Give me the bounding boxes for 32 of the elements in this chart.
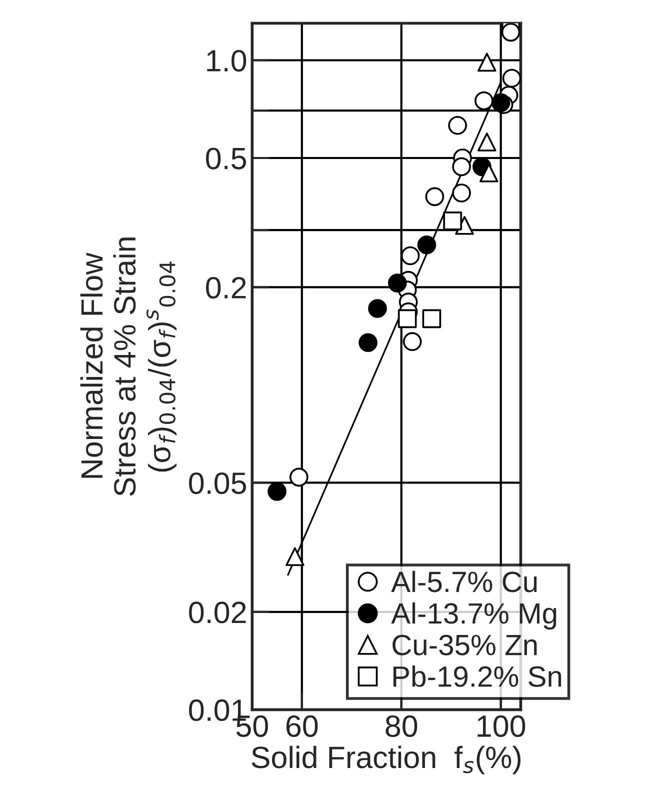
x-tick-label: 60 (286, 715, 318, 737)
x-tick-label: 100 (478, 715, 526, 737)
point (402, 332, 422, 352)
point (448, 116, 467, 135)
point (400, 246, 420, 266)
point (388, 274, 407, 292)
y-tick-label: 0.2 (206, 276, 246, 299)
point (358, 333, 378, 352)
point (425, 187, 444, 206)
y-tick-label: 0.02 (189, 602, 246, 624)
y-tick-label: 0.5 (206, 148, 246, 170)
point (398, 309, 417, 328)
point (422, 309, 442, 328)
y-tick-label: 1.0 (207, 50, 246, 72)
point (452, 157, 471, 176)
x-axis-title: Solid Fraction f$_{s}$(%) (252, 746, 520, 774)
point (268, 482, 286, 501)
legend-label: Cu-35% Zn (392, 634, 537, 656)
point (290, 468, 308, 487)
text: Normalized Flow Stress at 4% Strain (σ$_{f}$)$_{0.04}$/(σ$_{f}$)$^{s}$$_{0.04}$ (80, 238, 176, 496)
point (368, 299, 387, 318)
point (477, 132, 496, 152)
point (477, 52, 496, 72)
legend-label: Al-13.7% Mg (391, 602, 556, 630)
legend-label: Al-5.7% Cu (391, 570, 537, 592)
point (501, 23, 520, 42)
point (417, 235, 436, 254)
x-tick-label: 80 (386, 715, 418, 737)
y-tick-label: 0.05 (189, 472, 246, 494)
point (286, 547, 304, 566)
legend-label: Pb-19.2% Sn (393, 666, 562, 687)
point (491, 93, 510, 112)
